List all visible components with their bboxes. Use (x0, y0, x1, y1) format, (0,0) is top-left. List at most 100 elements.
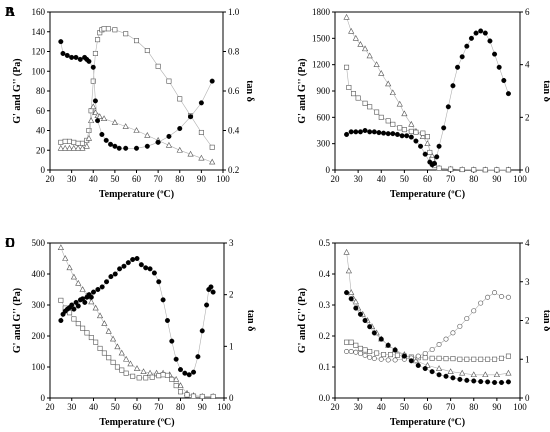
data-point-filled-circle (104, 279, 110, 285)
data-point-square (362, 100, 368, 106)
data-point-circle (478, 300, 484, 306)
data-point-filled-circle (71, 306, 77, 312)
data-point-triangle (133, 365, 141, 371)
data-point-triangle (447, 368, 454, 374)
data-point-square (123, 31, 129, 37)
data-point-square (71, 139, 77, 145)
y-tick-label: 0.3 (319, 300, 331, 310)
data-point-triangle (173, 375, 180, 382)
y2-axis-title: tan δ (245, 310, 256, 332)
data-point-triangle (127, 360, 134, 367)
data-point-filled-circle (95, 287, 101, 293)
data-point-triangle (75, 279, 82, 286)
data-point-triangle (83, 142, 90, 149)
data-point-square (80, 325, 86, 331)
data-point-circle (464, 316, 470, 322)
data-point-filled-circle (501, 77, 507, 83)
y-axis-title: G' and G'' (Pa) (12, 58, 23, 123)
y-tick-label: 160 (32, 7, 46, 17)
data-point-circle (471, 308, 477, 314)
data-point-filled-circle (344, 290, 350, 296)
data-point-filled-circle (69, 302, 75, 308)
data-point-square (350, 91, 356, 97)
x-tick-label: 40 (377, 174, 387, 184)
data-point-filled-circle (125, 260, 131, 266)
data-point-filled-circle (80, 296, 86, 302)
data-point-triangle (187, 150, 194, 157)
y-axis-title: G' and G'' (Pa) (12, 288, 23, 353)
data-point-filled-circle (390, 131, 396, 137)
data-point-filled-circle (436, 372, 442, 378)
data-point-filled-circle (378, 336, 384, 342)
data-point-square (143, 375, 149, 381)
data-point-filled-circle (399, 133, 405, 139)
data-point-filled-circle (82, 299, 88, 305)
data-point-square (443, 356, 449, 362)
data-point-square (84, 330, 90, 336)
data-point-filled-circle (422, 366, 428, 372)
data-point-triangle (62, 255, 69, 261)
data-point-square (92, 50, 98, 56)
data-point-filled-circle (208, 284, 214, 290)
data-point-square (177, 96, 183, 102)
data-point-filled-circle (173, 356, 179, 362)
x-tick-label: 100 (216, 174, 230, 184)
data-point-square (344, 339, 350, 345)
x-tick-label: 30 (354, 174, 364, 184)
data-point-filled-circle (169, 338, 175, 344)
data-point-filled-circle (112, 271, 118, 277)
data-point-square (58, 139, 64, 145)
data-point-square (105, 26, 111, 32)
series-line (60, 258, 214, 376)
data-point-filled-circle (130, 257, 136, 263)
y-tick-label: 0 (326, 165, 331, 175)
data-point-square (123, 370, 129, 376)
data-point-square (75, 321, 81, 327)
data-point-filled-circle (117, 266, 123, 272)
data-point-circle (353, 349, 359, 355)
data-point-filled-circle (450, 83, 456, 89)
data-point-square (90, 78, 96, 84)
data-point-filled-circle (473, 30, 479, 36)
x-tick-label: 20 (46, 402, 56, 412)
data-point-triangle (70, 144, 77, 151)
data-point-filled-circle (210, 289, 216, 295)
y-tick-label: 300 (317, 139, 331, 149)
y-tick-label: 600 (317, 112, 331, 122)
series-triangle (343, 13, 512, 173)
data-point-triangle (118, 349, 125, 356)
data-point-triangle (96, 312, 104, 319)
panel-d: D20 30 40 50 60 70 80 90 1000.00.10.20.30.40.501… (5, 236, 550, 428)
data-point-triangle (144, 132, 151, 138)
data-point-square (62, 138, 68, 144)
data-point-square (387, 352, 393, 358)
data-point-square (385, 118, 391, 124)
x-tick-label: 80 (469, 402, 479, 412)
y-tick-label: 60 (36, 106, 46, 116)
data-point-square (394, 352, 400, 358)
y-tick-label: 0 (41, 393, 46, 403)
y2-axis-title: tan δ (244, 80, 255, 102)
data-point-triangle (348, 27, 355, 34)
data-point-square (88, 335, 94, 341)
data-point-square (505, 353, 511, 359)
data-point-square (164, 372, 170, 378)
y2-tick-label: 3 (525, 277, 530, 287)
x-tick-label: 90 (492, 402, 502, 412)
data-point-filled-circle (95, 118, 101, 124)
data-point-filled-circle (348, 129, 354, 135)
data-point-filled-circle (422, 151, 428, 157)
data-point-filled-circle (385, 131, 391, 137)
y-tick-label: 0.2 (319, 331, 330, 341)
x-tick-label: 20 (331, 402, 341, 412)
data-point-square (198, 129, 204, 135)
x-tick-label: 100 (217, 402, 231, 412)
data-point-circle (415, 353, 421, 359)
data-point-filled-circle (443, 373, 449, 379)
x-tick-label: 60 (423, 174, 433, 184)
data-point-filled-circle (464, 43, 470, 49)
data-point-square (191, 393, 197, 399)
data-point-triangle (66, 264, 73, 271)
series-circle (344, 290, 511, 363)
data-point-triangle (401, 110, 408, 117)
